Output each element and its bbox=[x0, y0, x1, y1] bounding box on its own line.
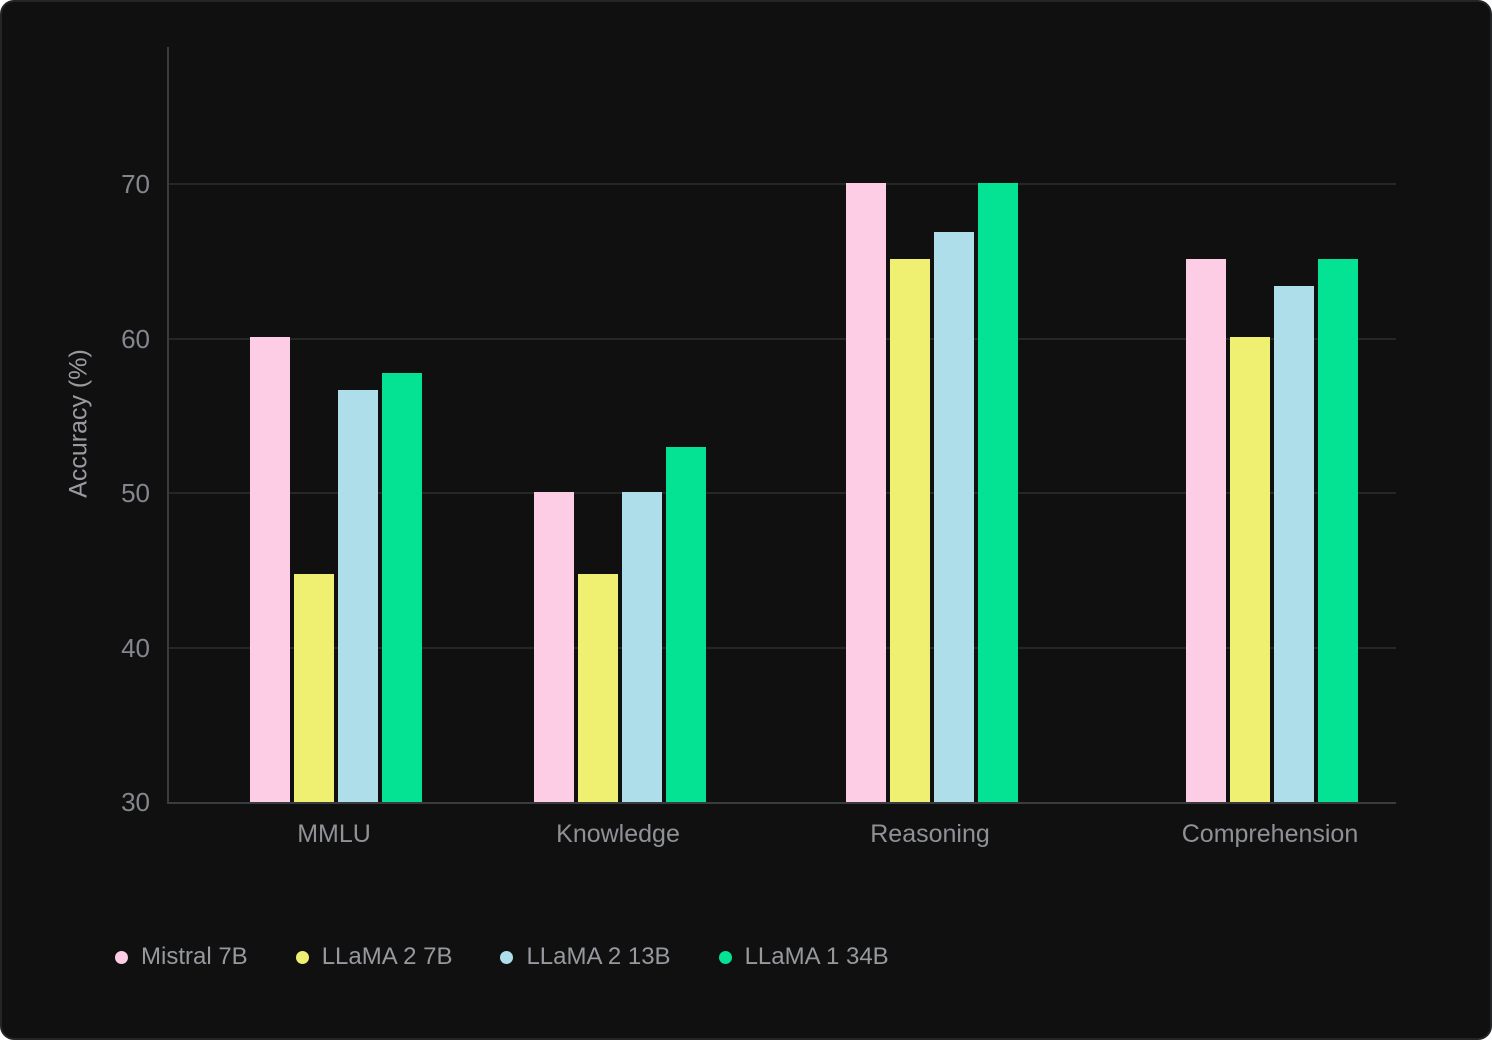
legend-dot-icon bbox=[500, 950, 514, 964]
bar-mmlu-llama-2-7b bbox=[294, 573, 334, 802]
legend-dot-icon bbox=[115, 950, 128, 964]
x-label-comprehension: Comprehension bbox=[1181, 820, 1359, 848]
legend-item-llama-2-13b[interactable]: LLaMA 2 13B bbox=[500, 943, 671, 971]
bar-reasoning-llama-2-13b bbox=[934, 232, 974, 802]
bar-comprehension-llama-2-7b bbox=[1230, 337, 1270, 802]
gridline-50 bbox=[169, 492, 1396, 495]
bar-mmlu-llama-1-34b bbox=[382, 372, 422, 802]
bar-reasoning-llama-1-34b bbox=[978, 182, 1018, 802]
bar-comprehension-llama-2-13b bbox=[1274, 286, 1314, 802]
legend-item-llama-2-7b[interactable]: LLaMA 2 7B bbox=[295, 943, 453, 971]
x-label-knowledge: Knowledge bbox=[556, 820, 680, 848]
legend-item-llama-1-34b[interactable]: LLaMA 1 34B bbox=[718, 943, 889, 971]
bar-comprehension-llama-1-34b bbox=[1318, 258, 1358, 802]
bar-mmlu-mistral-7b bbox=[250, 337, 290, 802]
legend-label: LLaMA 2 7B bbox=[321, 943, 453, 970]
legend-label: Mistral 7B bbox=[141, 943, 248, 970]
gridline-70 bbox=[169, 183, 1396, 186]
bar-knowledge-mistral-7b bbox=[534, 491, 574, 802]
bar-reasoning-llama-2-7b bbox=[890, 258, 930, 802]
x-label-reasoning: Reasoning bbox=[870, 820, 990, 848]
y-tick-70: 70 bbox=[121, 169, 150, 200]
bar-knowledge-llama-1-34b bbox=[666, 446, 706, 802]
bar-group-comprehension bbox=[1186, 47, 1358, 802]
gridline-60 bbox=[169, 337, 1396, 340]
bar-knowledge-llama-2-13b bbox=[622, 491, 662, 802]
plot-area bbox=[167, 47, 1396, 804]
bar-reasoning-mistral-7b bbox=[846, 182, 886, 802]
y-tick-30: 30 bbox=[121, 787, 150, 817]
legend-label: LLaMA 2 13B bbox=[526, 943, 671, 970]
legend-label: LLaMA 1 34B bbox=[744, 943, 889, 970]
legend: Mistral 7B LLaMA 2 7B LLaMA 2 13B LLaMA 1 3… bbox=[115, 943, 889, 971]
bar-mmlu-llama-2-13b bbox=[338, 389, 378, 802]
bar-group-knowledge bbox=[534, 47, 706, 802]
x-label-mmlu: MMLU bbox=[297, 820, 371, 848]
bar-group-reasoning bbox=[846, 47, 1018, 802]
legend-dot-icon bbox=[718, 950, 732, 964]
y-tick-60: 60 bbox=[121, 323, 150, 354]
y-tick-40: 40 bbox=[121, 632, 150, 663]
bar-group-mmlu bbox=[250, 47, 422, 802]
bar-knowledge-llama-2-7b bbox=[578, 573, 618, 802]
legend-dot-icon bbox=[295, 950, 309, 964]
y-tick-50: 50 bbox=[121, 478, 150, 509]
gridline-40 bbox=[169, 646, 1396, 649]
bar-comprehension-mistral-7b bbox=[1186, 258, 1226, 802]
legend-item-mistral-7b[interactable]: Mistral 7B bbox=[115, 943, 248, 971]
